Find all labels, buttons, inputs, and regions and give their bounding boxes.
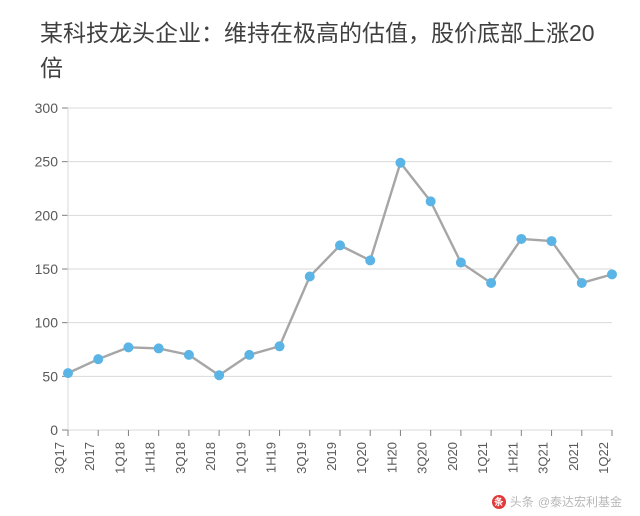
x-tick-label: 3Q17 <box>52 442 67 474</box>
watermark-prefix: 头条 <box>510 493 534 510</box>
x-tick-label: 3Q21 <box>536 442 551 474</box>
data-point <box>154 344 163 353</box>
x-tick-label: 1Q20 <box>354 442 369 474</box>
data-point <box>456 258 465 267</box>
x-tick-label: 3Q18 <box>173 442 188 474</box>
x-tick-label: 1H19 <box>264 442 279 473</box>
data-point <box>517 234 526 243</box>
chart-container: 某科技龙头企业：维持在极高的估值，股价底部上涨20倍 0 50 100 150 200 2… <box>0 0 640 516</box>
data-point <box>64 369 73 378</box>
data-point <box>426 197 435 206</box>
svg-text:200: 200 <box>35 207 59 223</box>
svg-text:100: 100 <box>35 315 59 331</box>
data-point <box>184 350 193 359</box>
chart-title: 某科技龙头企业：维持在极高的估值，股价底部上涨20倍 <box>40 16 610 85</box>
data-point <box>336 241 345 250</box>
data-point <box>608 270 617 279</box>
data-point <box>487 278 496 287</box>
x-tick-label: 1Q18 <box>112 442 127 474</box>
data-point <box>577 278 586 287</box>
data-point <box>215 371 224 380</box>
x-tick-label: 2019 <box>324 442 339 471</box>
svg-text:150: 150 <box>35 261 59 277</box>
x-tick-label: 3Q20 <box>415 442 430 474</box>
x-tick-label: 1H18 <box>143 442 158 473</box>
x-tick-label: 1Q22 <box>596 442 611 474</box>
x-tick-label: 3Q19 <box>294 442 309 474</box>
toutiao-icon: 条 <box>492 495 506 509</box>
data-point <box>124 343 133 352</box>
data-point <box>366 256 375 265</box>
svg-text:250: 250 <box>35 154 59 170</box>
data-point <box>396 158 405 167</box>
x-tick-label: 2018 <box>203 442 218 471</box>
x-tick-label: 2021 <box>566 442 581 471</box>
svg-text:300: 300 <box>35 100 59 116</box>
data-point <box>275 342 284 351</box>
data-point <box>305 272 314 281</box>
x-tick-label: 1H21 <box>505 442 520 473</box>
x-tick-label: 2017 <box>82 442 97 471</box>
watermark-account: @泰达宏利基金 <box>538 493 622 510</box>
x-tick-label: 1Q21 <box>475 442 490 474</box>
data-point <box>94 355 103 364</box>
watermark: 条 头条 @泰达宏利基金 <box>492 493 622 510</box>
data-point <box>245 350 254 359</box>
svg-text:50: 50 <box>42 368 58 384</box>
x-tick-label: 2020 <box>445 442 460 471</box>
x-tick-label: 1Q19 <box>233 442 248 474</box>
svg-text:0: 0 <box>50 422 58 438</box>
x-tick-label: 1H20 <box>384 442 399 473</box>
data-point <box>547 237 556 246</box>
